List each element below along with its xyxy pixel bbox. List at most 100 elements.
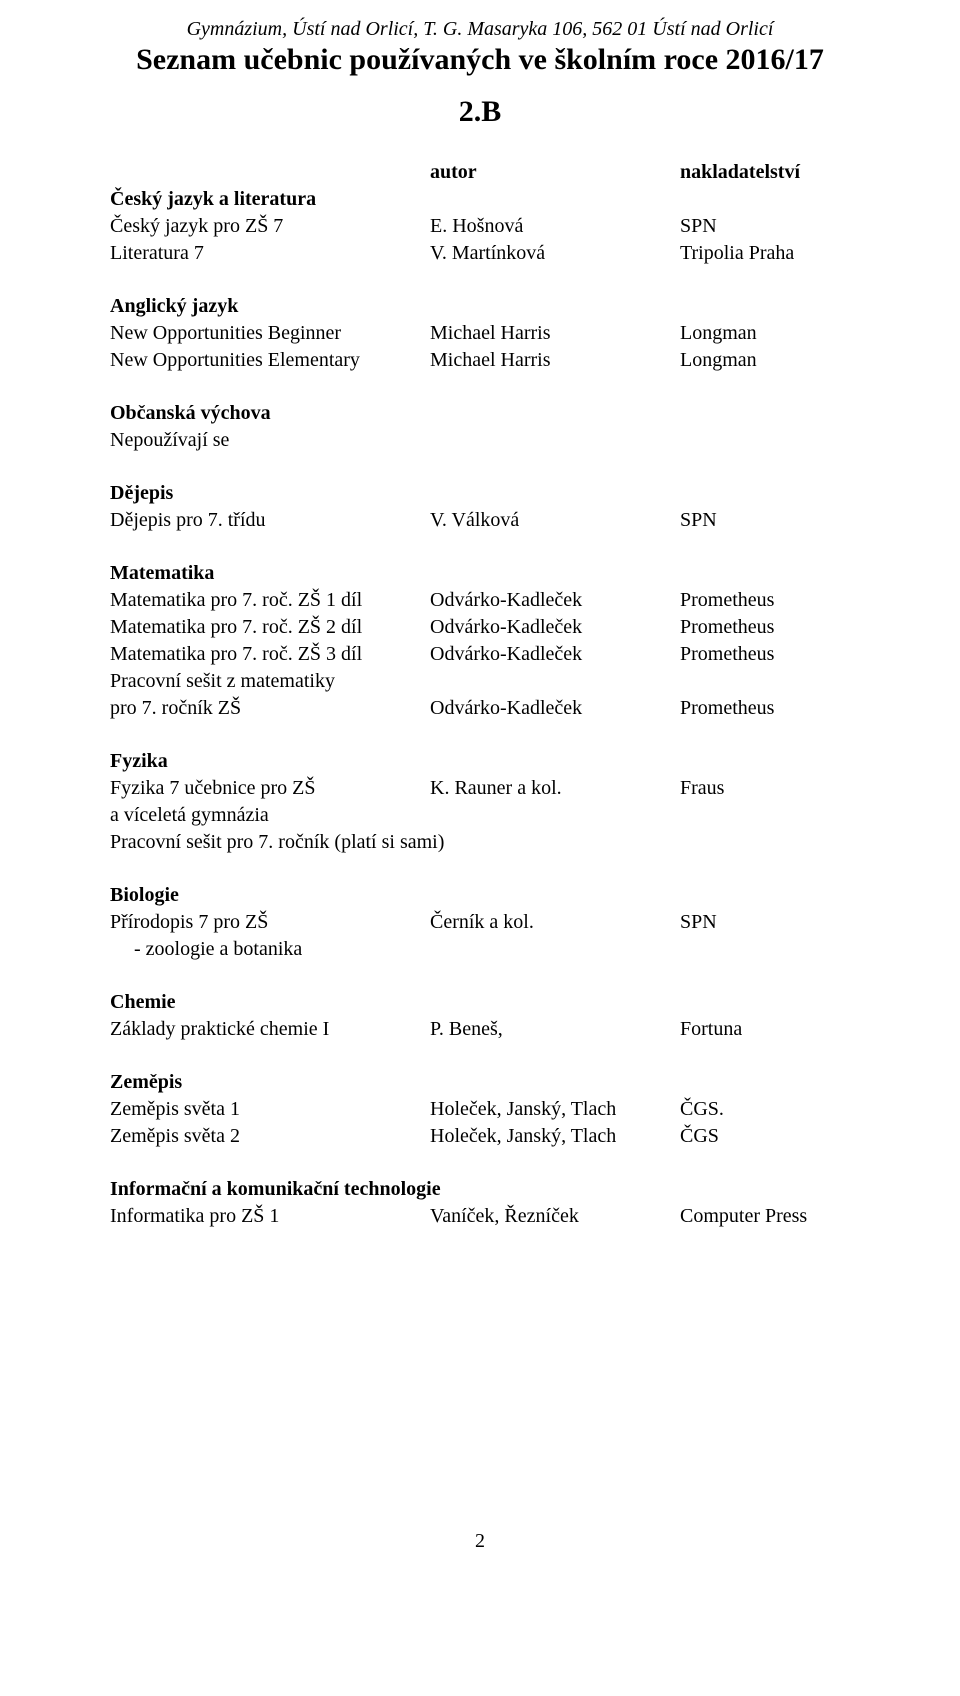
book-title: Fyzika 7 učebnice pro ZŠ bbox=[110, 775, 430, 802]
dash-icon bbox=[134, 938, 146, 960]
book-author: E. Hošnová bbox=[430, 213, 680, 240]
section-heading: Fyzika bbox=[110, 748, 850, 775]
section-heading: Zeměpis bbox=[110, 1069, 850, 1096]
book-publisher: Prometheus bbox=[680, 587, 850, 614]
book-title: Základy praktické chemie I bbox=[110, 1016, 430, 1043]
book-title: pro 7. ročník ZŠ bbox=[110, 695, 430, 722]
book-title: Matematika pro 7. roč. ZŠ 3 díl bbox=[110, 641, 430, 668]
book-title: Přírodopis 7 pro ZŠ bbox=[110, 909, 430, 936]
table-row: Pracovní sešit z matematiky bbox=[110, 668, 850, 695]
book-title: Informatika pro ZŠ 1 bbox=[110, 1203, 430, 1230]
book-title: Nepoužívají se bbox=[110, 427, 430, 454]
book-publisher: Computer Press bbox=[680, 1203, 850, 1230]
table-row: Matematika pro 7. roč. ZŠ 2 díl Odvárko-… bbox=[110, 614, 850, 641]
book-title: Zeměpis světa 1 bbox=[110, 1096, 430, 1123]
col-header-publisher: nakladatelství bbox=[680, 159, 850, 186]
book-subtitle-text: zoologie a botanika bbox=[146, 938, 303, 960]
table-row: New Opportunities Elementary Michael Har… bbox=[110, 347, 850, 374]
table-row: Zeměpis světa 2 Holeček, Janský, Tlach Č… bbox=[110, 1123, 850, 1150]
heading-geography: Zeměpis bbox=[110, 1069, 430, 1096]
heading-czech: Český jazyk a literatura bbox=[110, 186, 430, 213]
book-title: New Opportunities Beginner bbox=[110, 320, 430, 347]
book-author: V. Válková bbox=[430, 507, 680, 534]
section-heading: Anglický jazyk bbox=[110, 293, 850, 320]
book-author: Černík a kol. bbox=[430, 909, 680, 936]
book-title: Pracovní sešit z matematiky bbox=[110, 668, 430, 695]
class-label: 2.B bbox=[110, 95, 850, 129]
book-title: Matematika pro 7. roč. ZŠ 1 díl bbox=[110, 587, 430, 614]
heading-ict: Informační a komunikační technologie bbox=[110, 1176, 441, 1203]
page-number: 2 bbox=[110, 1530, 850, 1553]
table-row: Dějepis pro 7. třídu V. Válková SPN bbox=[110, 507, 850, 534]
book-author: Michael Harris bbox=[430, 320, 680, 347]
blank-cell bbox=[110, 159, 430, 186]
book-publisher: ČGS bbox=[680, 1123, 850, 1150]
table-row: Český jazyk pro ZŠ 7 E. Hošnová SPN bbox=[110, 213, 850, 240]
book-publisher: ČGS. bbox=[680, 1096, 850, 1123]
table-row: zoologie a botanika bbox=[110, 936, 850, 963]
table-row: Zeměpis světa 1 Holeček, Janský, Tlach Č… bbox=[110, 1096, 850, 1123]
book-author: Odvárko-Kadleček bbox=[430, 695, 680, 722]
book-publisher: Prometheus bbox=[680, 614, 850, 641]
col-header-author: autor bbox=[430, 159, 680, 186]
section-heading: Dějepis bbox=[110, 480, 850, 507]
section-heading: Matematika bbox=[110, 560, 850, 587]
section-heading: Občanská výchova bbox=[110, 400, 850, 427]
book-publisher: Fortuna bbox=[680, 1016, 850, 1043]
book-author: Michael Harris bbox=[430, 347, 680, 374]
table-row: pro 7. ročník ZŠ Odvárko-Kadleček Promet… bbox=[110, 695, 850, 722]
table-row: Literatura 7 V. Martínková Tripolia Prah… bbox=[110, 240, 850, 267]
heading-math: Matematika bbox=[110, 560, 430, 587]
book-author: Vaníček, Řezníček bbox=[430, 1203, 680, 1230]
book-publisher: SPN bbox=[680, 507, 850, 534]
book-publisher: Fraus bbox=[680, 775, 850, 802]
section-heading: Český jazyk a literatura bbox=[110, 186, 850, 213]
book-author: Holeček, Janský, Tlach bbox=[430, 1096, 680, 1123]
book-title: Zeměpis světa 2 bbox=[110, 1123, 430, 1150]
book-author: Odvárko-Kadleček bbox=[430, 641, 680, 668]
heading-english: Anglický jazyk bbox=[110, 293, 430, 320]
section-heading: Biologie bbox=[110, 882, 850, 909]
book-publisher: Longman bbox=[680, 347, 850, 374]
book-author: Odvárko-Kadleček bbox=[430, 587, 680, 614]
table-row: Základy praktické chemie I P. Beneš, For… bbox=[110, 1016, 850, 1043]
table-row: a víceletá gymnázia bbox=[110, 802, 850, 829]
book-title: a víceletá gymnázia bbox=[110, 802, 430, 829]
book-title: Pracovní sešit pro 7. ročník (platí si s… bbox=[110, 829, 444, 856]
table-row: New Opportunities Beginner Michael Harri… bbox=[110, 320, 850, 347]
heading-physics: Fyzika bbox=[110, 748, 430, 775]
book-author: V. Martínková bbox=[430, 240, 680, 267]
book-subtitle: zoologie a botanika bbox=[110, 936, 302, 963]
table-row: Přírodopis 7 pro ZŠ Černík a kol. SPN bbox=[110, 909, 850, 936]
book-publisher: SPN bbox=[680, 213, 850, 240]
book-author: Odvárko-Kadleček bbox=[430, 614, 680, 641]
table-row: Matematika pro 7. roč. ZŠ 1 díl Odvárko-… bbox=[110, 587, 850, 614]
document-title: Seznam učebnic používaných ve školním ro… bbox=[110, 43, 850, 77]
book-title: New Opportunities Elementary bbox=[110, 347, 430, 374]
book-title: Dějepis pro 7. třídu bbox=[110, 507, 430, 534]
page: Gymnázium, Ústí nad Orlicí, T. G. Masary… bbox=[0, 0, 960, 1593]
book-author: Holeček, Janský, Tlach bbox=[430, 1123, 680, 1150]
table-row: Pracovní sešit pro 7. ročník (platí si s… bbox=[110, 829, 850, 856]
book-author: P. Beneš, bbox=[430, 1016, 680, 1043]
school-line: Gymnázium, Ústí nad Orlicí, T. G. Masary… bbox=[110, 18, 850, 41]
section-heading: Informační a komunikační technologie bbox=[110, 1176, 850, 1203]
heading-civics: Občanská výchova bbox=[110, 400, 430, 427]
book-title: Matematika pro 7. roč. ZŠ 2 díl bbox=[110, 614, 430, 641]
heading-chemistry: Chemie bbox=[110, 989, 430, 1016]
book-publisher: SPN bbox=[680, 909, 850, 936]
book-publisher: Longman bbox=[680, 320, 850, 347]
book-publisher: Prometheus bbox=[680, 695, 850, 722]
table-row: Matematika pro 7. roč. ZŠ 3 díl Odvárko-… bbox=[110, 641, 850, 668]
book-title: Literatura 7 bbox=[110, 240, 430, 267]
column-header-row: autor nakladatelství bbox=[110, 159, 850, 186]
book-title: Český jazyk pro ZŠ 7 bbox=[110, 213, 430, 240]
heading-biology: Biologie bbox=[110, 882, 430, 909]
section-heading: Chemie bbox=[110, 989, 850, 1016]
table-row: Nepoužívají se bbox=[110, 427, 850, 454]
table-row: Fyzika 7 učebnice pro ZŠ K. Rauner a kol… bbox=[110, 775, 850, 802]
book-publisher: Tripolia Praha bbox=[680, 240, 850, 267]
book-author: K. Rauner a kol. bbox=[430, 775, 680, 802]
book-publisher: Prometheus bbox=[680, 641, 850, 668]
table-row: Informatika pro ZŠ 1 Vaníček, Řezníček C… bbox=[110, 1203, 850, 1230]
